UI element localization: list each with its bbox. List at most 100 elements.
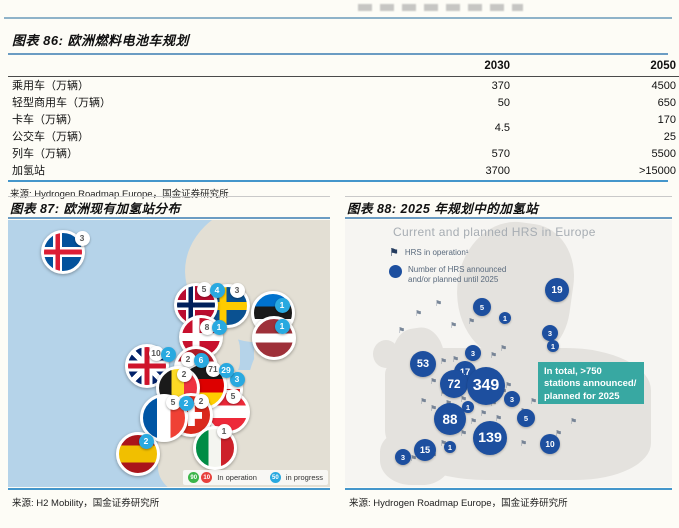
planned-hrs-count: 5 (517, 409, 535, 427)
column-header-2050: 2050 (514, 57, 679, 77)
figure-87-section: 图表 87: 欧洲现有加氢站分布 3 3 5 4 1 1 8 1 10 2 2 6 3 5 71 29 2 2 5 2… (8, 196, 330, 516)
planned-hrs-count: 1 (462, 401, 474, 413)
label-column-header (8, 57, 354, 77)
title-underline (8, 217, 330, 219)
hrs-flag-marker: ⚑ (570, 417, 578, 426)
table-row: 轻型商用车（万辆） 50 650 (8, 94, 679, 111)
figure-86-source: 来源: Hydrogen Roadmap Europe，国金证券研究所 (10, 189, 229, 200)
row-label: 乘用车（万辆） (12, 79, 89, 92)
hrs-flag-marker: ⚑ (440, 357, 448, 366)
hrs-flag-marker: ⚑ (505, 381, 513, 390)
land-iberia (380, 430, 450, 485)
legend-green-marker: 90 (188, 472, 200, 483)
map-legend: 90 10 In operation 50 in progress (183, 470, 328, 485)
hrs-flag-marker: ⚑ (520, 439, 528, 448)
panel-top-rule (8, 196, 330, 197)
hrs-flag-marker: ⚑ (420, 397, 428, 406)
figure-88-section: 图表 88: 2025 年规划中的加氢站 Current and planned… (345, 196, 672, 516)
hrs-flag-marker: ⚑ (415, 309, 423, 318)
table-row: 公交车（万辆） 25 (8, 128, 679, 145)
count-badge-operational: 5 (165, 394, 181, 410)
value-2050: 170 (657, 113, 676, 126)
value-2030: 570 (491, 147, 510, 160)
planned-hrs-count: 19 (545, 278, 569, 302)
hrs-flag-marker: ⚑ (470, 417, 478, 426)
legend-item-operation: ⚑ HRS in operation¹ (389, 248, 528, 259)
planned-hrs-count: 3 (465, 345, 481, 361)
planned-hrs-count: 139 (473, 421, 507, 455)
planned-hrs-map: Current and planned HRS in Europe ⚑ HRS … (345, 220, 672, 487)
table-row: 卡车（万辆） 4.5 170 (8, 111, 679, 135)
hrs-flag-marker: ⚑ (530, 397, 538, 406)
blue-circle-icon (389, 265, 402, 278)
panel-bottom-rule (345, 488, 672, 490)
value-2030: 50 (497, 96, 510, 109)
hrs-flag-marker: ⚑ (500, 344, 508, 353)
value-2030: 3700 (485, 164, 510, 177)
legend-item-planned: Number of HRS announced and/or planned u… (389, 265, 528, 285)
planned-hrs-count: 72 (440, 370, 468, 398)
count-badge-operational: 3 (74, 230, 90, 246)
table-header-row: 2030 2050 (8, 57, 679, 77)
count-badge-in-progress: 1 (274, 318, 290, 334)
hrs-flag-marker: ⚑ (450, 321, 458, 330)
flag-icon: ⚑ (389, 247, 399, 259)
value-2050: 5500 (651, 147, 676, 160)
title-underline (345, 217, 672, 219)
existing-hrs-map: 3 3 5 4 1 1 8 1 10 2 2 6 3 5 71 29 2 2 5 2 1 2 90 10 In opera… (8, 220, 330, 487)
count-badge-in-progress: 4 (209, 282, 225, 298)
count-badge-operational: 5 (196, 281, 212, 297)
value-2050: >15000 (638, 164, 676, 177)
figure-87-source: 来源: H2 Mobility，国金证券研究所 (12, 498, 160, 509)
count-badge-operational: 1 (216, 423, 232, 439)
total-annotation-box: In total, >750 stations announced/ plann… (538, 362, 644, 404)
map-legend: ⚑ HRS in operation¹ Number of HRS announ… (389, 248, 528, 291)
count-badge-operational: 2 (176, 366, 192, 382)
hrs-flag-marker: ⚑ (398, 326, 406, 335)
hrs-flag-marker: ⚑ (430, 377, 438, 386)
figure-88-title: 图表 88: 2025 年规划中的加氢站 (347, 202, 539, 216)
column-header-2030: 2030 (354, 57, 514, 77)
hrs-flag-marker: ⚑ (495, 414, 503, 423)
count-badge-in-progress: 2 (160, 346, 176, 362)
planned-hrs-count: 88 (434, 403, 466, 435)
count-badge-in-progress: 1 (274, 297, 290, 313)
planned-hrs-count: 5 (473, 298, 491, 316)
table-bottom-rule (8, 180, 668, 182)
hrs-flag-marker: ⚑ (460, 395, 468, 404)
hrs-flag-marker: ⚑ (490, 399, 498, 408)
hrs-flag-marker: ⚑ (435, 299, 443, 308)
title-underline (8, 53, 668, 55)
table-row: 加氢站 3700 >15000 (8, 162, 679, 179)
count-badge-operational: 71 (205, 361, 221, 377)
panel-bottom-rule (8, 488, 330, 490)
hrs-flag-marker: ⚑ (555, 429, 563, 438)
figure-88-source: 来源: Hydrogen Roadmap Europe，国金证券研究所 (349, 498, 568, 509)
planned-hrs-count: 3 (504, 391, 520, 407)
legend-flag-label: HRS in operation¹ (404, 248, 469, 257)
map-title: Current and planned HRS in Europe (393, 225, 596, 239)
count-badge-operational: 8 (199, 319, 215, 335)
count-badge-operational: 10 (148, 345, 164, 361)
hrs-flag-marker: ⚑ (452, 355, 460, 364)
hrs-flag-marker: ⚑ (430, 404, 438, 413)
table-row: 列车（万辆） 570 5500 (8, 145, 679, 162)
panel-top-rule (345, 196, 672, 197)
figure-86-section: 图表 86: 欧洲燃料电池车规划 2030 2050 乘用车（万辆） 370 450… (8, 28, 679, 204)
row-label: 列车（万辆） (12, 147, 78, 160)
hrs-flag-marker: ⚑ (410, 454, 418, 463)
hrs-flag-marker: ⚑ (440, 440, 447, 448)
hrs-flag-marker: ⚑ (490, 351, 498, 360)
count-badge-in-progress: 6 (193, 352, 209, 368)
hrs-flag-marker: ⚑ (468, 317, 476, 326)
planned-hrs-count: 15 (414, 439, 436, 461)
count-badge-operational: 2 (193, 393, 209, 409)
count-badge-in-progress: 2 (178, 395, 194, 411)
row-label: 轻型商用车（万辆） (12, 96, 111, 109)
planned-hrs-count: 349 (467, 367, 505, 405)
count-badge-operational: 3 (229, 282, 245, 298)
cropped-header-text (358, 4, 523, 11)
value-2030: 4.5 (494, 122, 510, 134)
page-top-rule (4, 17, 672, 19)
